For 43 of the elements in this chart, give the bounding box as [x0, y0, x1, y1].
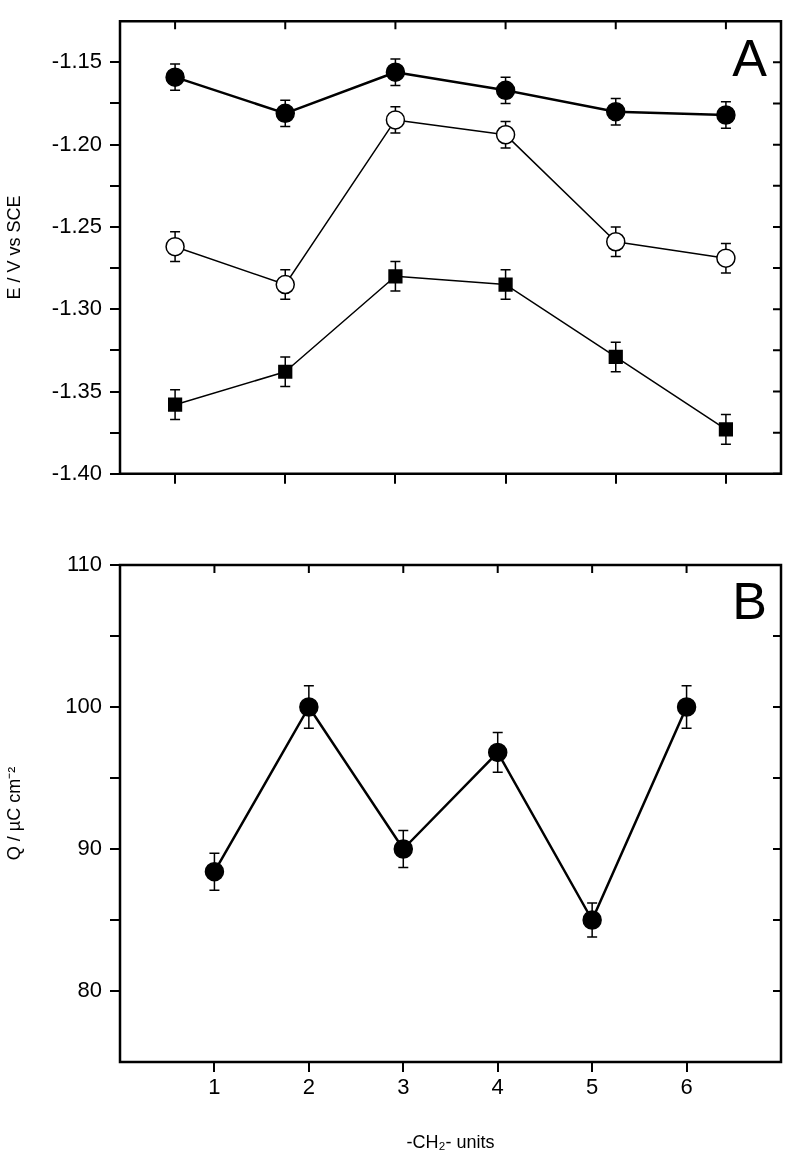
annotation: B	[732, 572, 767, 631]
y-tick-label: 90	[77, 835, 102, 861]
point	[204, 861, 225, 882]
point	[275, 274, 295, 295]
point	[385, 62, 406, 82]
x-axis-title: -CH₂- units	[406, 1132, 495, 1153]
x-tick-label: 5	[586, 1074, 599, 1100]
y-tick-label: -1.15	[51, 48, 102, 74]
point	[275, 103, 295, 124]
point	[676, 697, 697, 717]
y-axis-title: E / V vs SCE	[3, 195, 24, 300]
point	[498, 277, 513, 292]
x-tick-label: 4	[491, 1074, 504, 1100]
point	[167, 397, 183, 412]
y-tick-label: -1.35	[51, 377, 102, 403]
y-axis-title: Q / µC cm⁻²	[3, 766, 24, 861]
annotation: A	[732, 28, 768, 87]
point	[393, 839, 414, 859]
y-tick-label: -1.25	[51, 212, 102, 238]
y-tick-label: 80	[77, 977, 102, 1003]
point	[606, 231, 626, 252]
point	[299, 697, 319, 717]
y-tick-label: -1.40	[51, 459, 102, 485]
x-tick-label: 2	[302, 1074, 315, 1100]
x-tick-label: 6	[680, 1074, 693, 1100]
point	[165, 236, 185, 257]
x-tick-label: 1	[208, 1074, 221, 1100]
point	[165, 67, 185, 87]
x-tick-label: 3	[397, 1074, 410, 1100]
point	[495, 125, 516, 145]
point	[582, 910, 602, 930]
point	[718, 422, 734, 437]
y-tick-label: 110	[66, 551, 102, 577]
y-tick-label: -1.30	[51, 295, 102, 321]
point	[608, 349, 623, 365]
y-tick-label: -1.20	[51, 130, 102, 156]
point	[487, 742, 508, 763]
point	[606, 101, 626, 122]
point	[716, 248, 736, 268]
point	[385, 110, 406, 130]
y-tick-label: 100	[65, 693, 102, 719]
point	[388, 269, 403, 284]
point	[278, 364, 293, 379]
